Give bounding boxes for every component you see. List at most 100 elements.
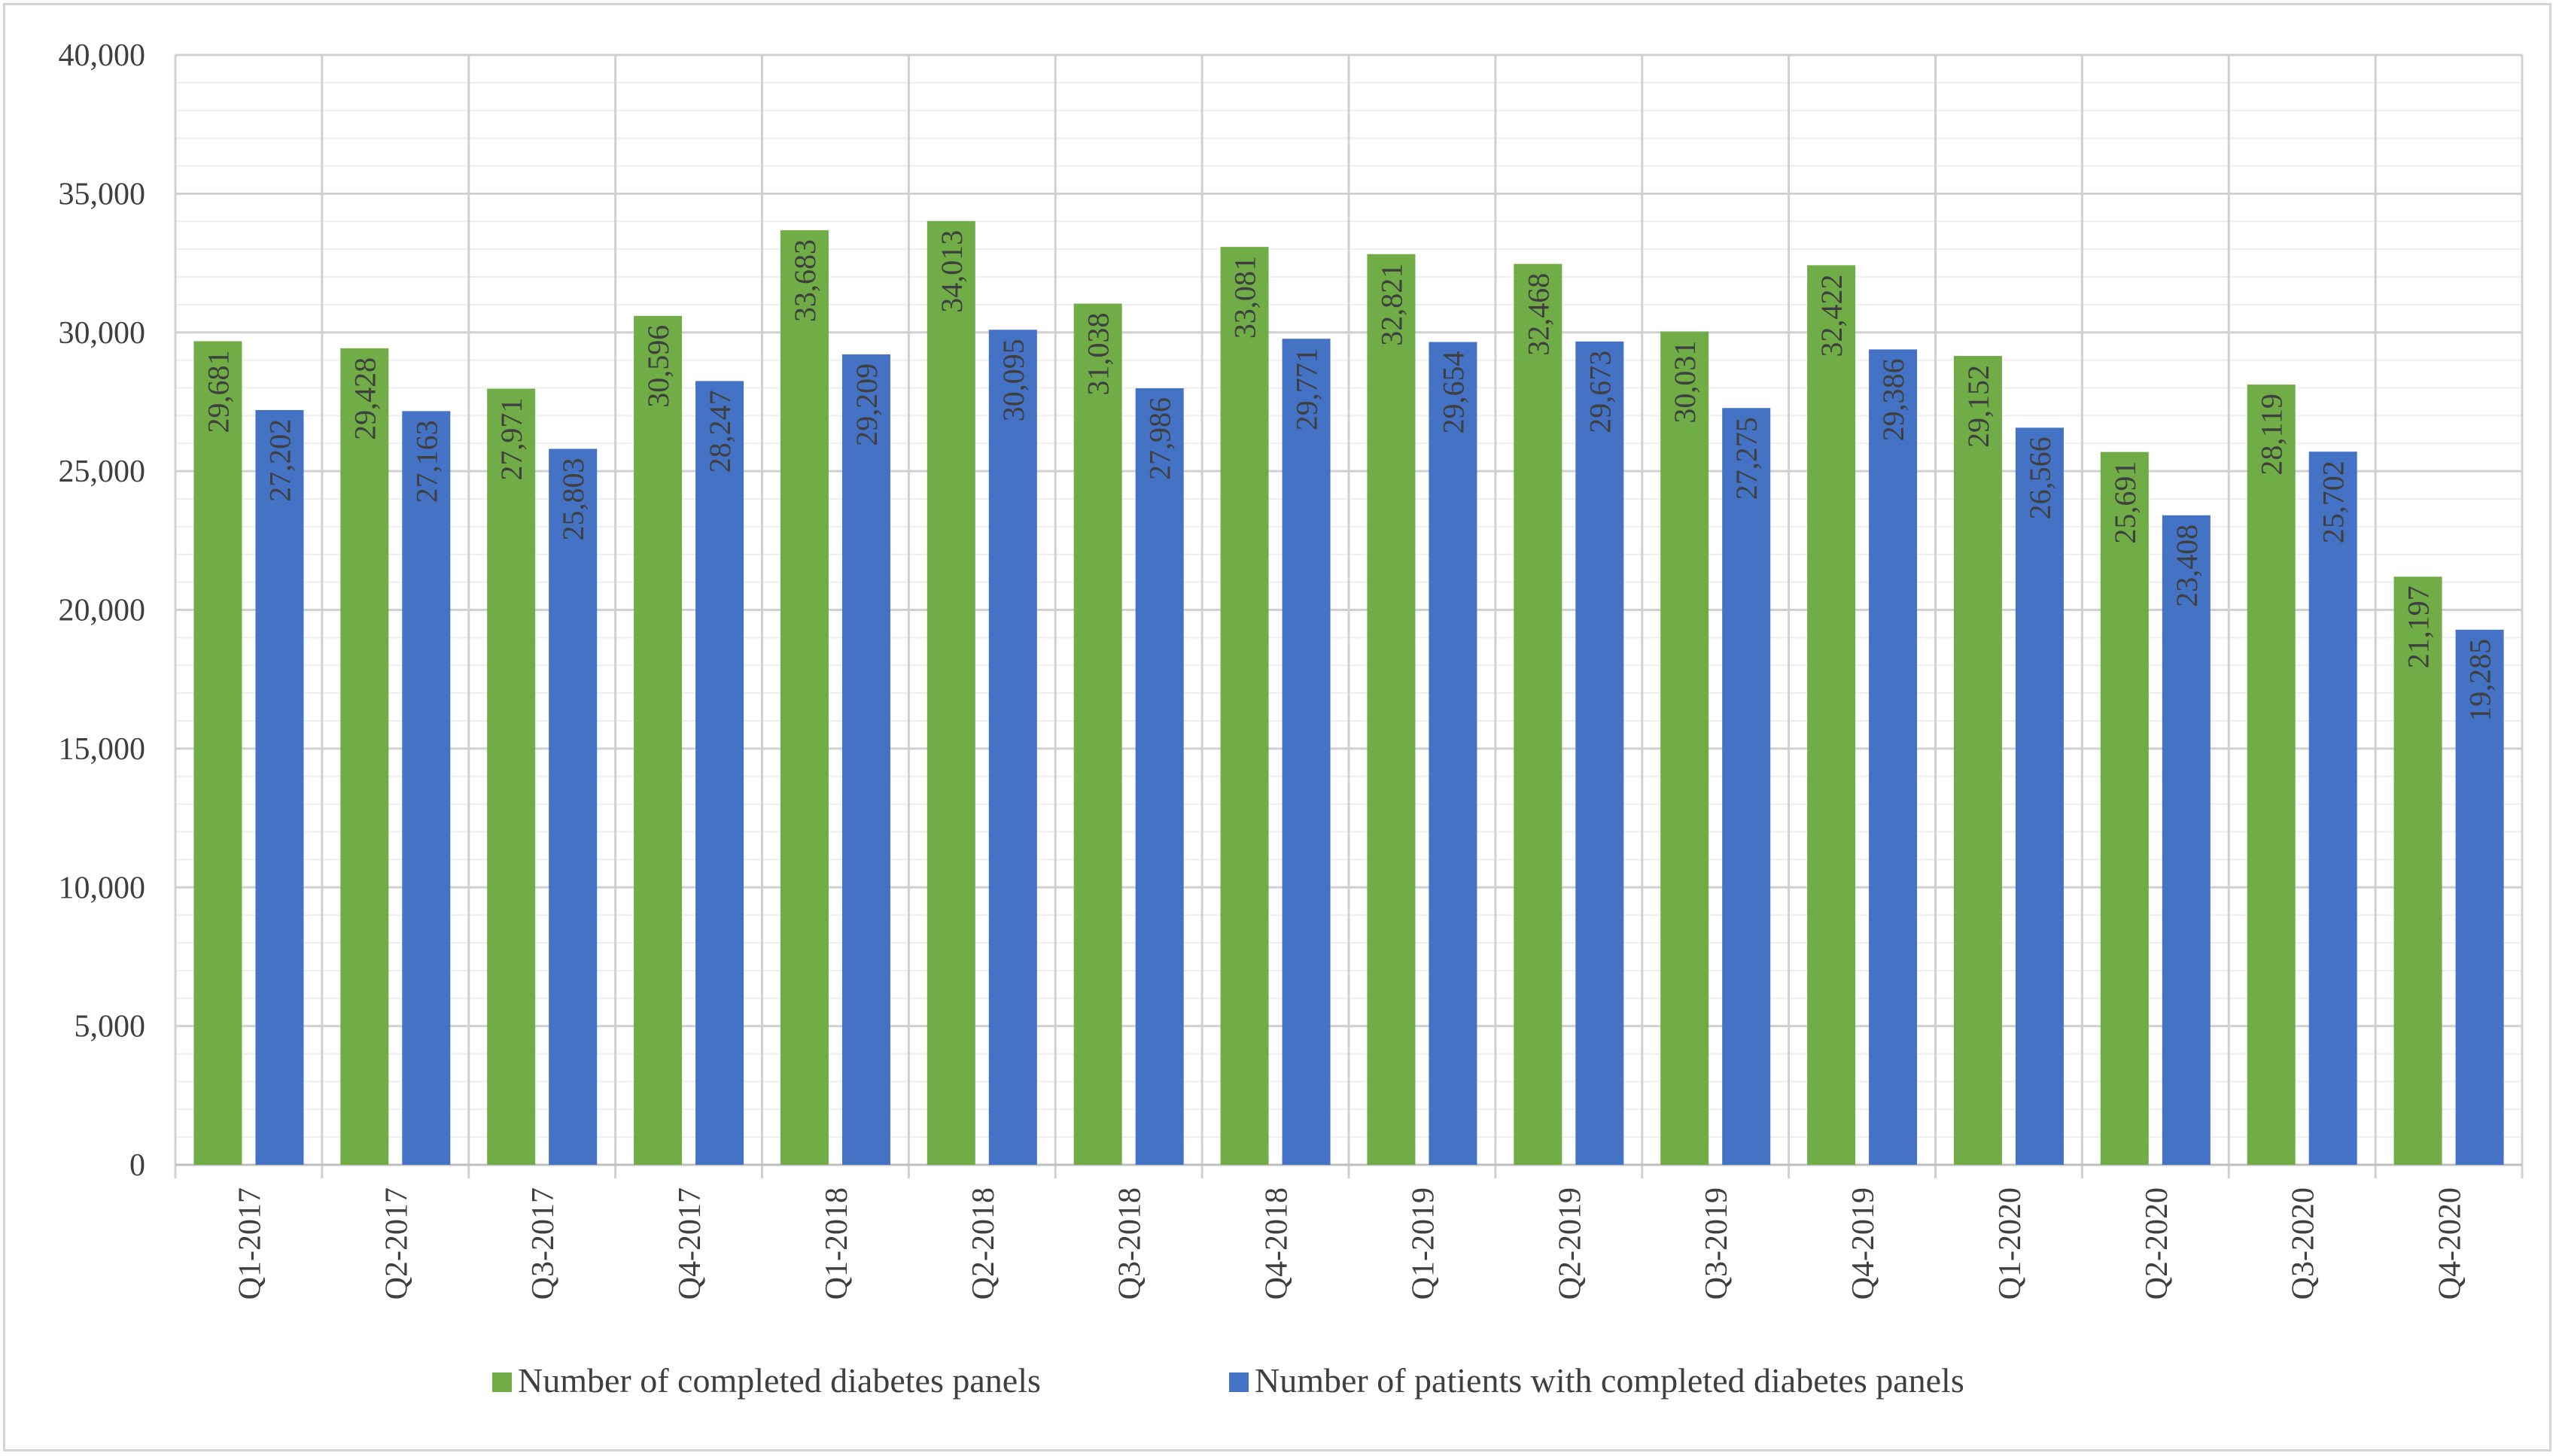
- data-label: 23,408: [2170, 524, 2204, 607]
- bar-patients-completed-panels: [2308, 451, 2357, 1165]
- data-label: 27,163: [409, 420, 443, 503]
- x-tick-label: Q3-2019: [1699, 1187, 1734, 1299]
- x-tick-label: Q4-2018: [1260, 1187, 1295, 1299]
- legend-swatch-completed-panels: [492, 1372, 512, 1392]
- bar-patients-completed-panels: [1869, 349, 1918, 1165]
- data-label: 28,247: [703, 390, 737, 473]
- x-tick-label: Q1-2019: [1406, 1187, 1441, 1299]
- bar-completed-panels: [2247, 385, 2296, 1166]
- data-label: 27,275: [1730, 417, 1763, 500]
- bars-layer: [193, 220, 2504, 1166]
- data-label: 28,119: [2255, 394, 2289, 476]
- data-label: 29,209: [850, 363, 884, 446]
- bar-completed-panels: [1660, 331, 1709, 1165]
- x-tick-label: Q3-2018: [1113, 1187, 1148, 1299]
- bar-completed-panels: [1807, 265, 1856, 1166]
- x-tick-label: Q1-2018: [820, 1187, 854, 1299]
- bar-patients-completed-panels: [255, 409, 304, 1165]
- bar-completed-panels: [1073, 303, 1122, 1165]
- data-label: 19,285: [2463, 639, 2497, 722]
- y-tick-label: 5,000: [75, 1010, 146, 1044]
- data-label: 29,428: [348, 357, 382, 440]
- y-tick-label: 20,000: [59, 594, 146, 628]
- bar-patients-completed-panels: [2015, 427, 2064, 1165]
- data-label: 32,821: [1374, 263, 1408, 346]
- x-tick-label: Q4-2017: [673, 1187, 707, 1299]
- data-label: 32,422: [1815, 274, 1849, 357]
- y-axis-tick-labels: 0 5,000 10,000 15,000 20,000 25,000 30,000 35,0…: [59, 38, 146, 1183]
- bar-completed-panels: [1953, 356, 2002, 1165]
- bar-completed-panels: [780, 229, 829, 1166]
- data-label: 25,803: [556, 458, 590, 541]
- legend-swatch-patients-completed-panels: [1229, 1372, 1249, 1392]
- bar-patients-completed-panels: [695, 381, 744, 1166]
- bar-patients-completed-panels: [1429, 342, 1477, 1165]
- legend-label: Number of patients with completed diabet…: [1255, 1361, 1964, 1400]
- bar-patients-completed-panels: [988, 330, 1037, 1166]
- y-tick-label: 0: [129, 1148, 145, 1183]
- bar-patients-completed-panels: [549, 448, 598, 1165]
- bar-completed-panels: [927, 220, 975, 1165]
- chart-frame: 0 5,000 10,000 15,000 20,000 25,000 30,000 35,0…: [3, 3, 2551, 1451]
- legend: Number of completed diabetes panels Numbe…: [492, 1361, 1964, 1400]
- y-tick-label: 10,000: [59, 871, 146, 905]
- data-labels-layer: 29,681 27,202 29,428 27,163 27,971 25,803 30,5…: [201, 230, 2497, 722]
- bar-completed-panels: [1220, 247, 1269, 1165]
- data-label: 33,081: [1228, 256, 1262, 339]
- bar-completed-panels: [2100, 451, 2149, 1165]
- x-tick-label: Q2-2020: [2140, 1187, 2174, 1299]
- x-tick-label: Q4-2020: [2433, 1187, 2468, 1299]
- data-label: 27,202: [263, 419, 297, 502]
- bar-completed-panels: [340, 348, 389, 1165]
- y-tick-label: 35,000: [59, 177, 146, 211]
- bar-patients-completed-panels: [1722, 408, 1771, 1165]
- y-tick-label: 30,000: [59, 316, 146, 351]
- bar-patients-completed-panels: [1282, 339, 1331, 1166]
- x-tick-label: Q4-2019: [1846, 1187, 1881, 1299]
- data-label: 29,681: [201, 351, 235, 433]
- x-tick-label: Q2-2019: [1553, 1187, 1587, 1299]
- data-label: 31,038: [1082, 312, 1115, 395]
- x-tick-label: Q3-2017: [526, 1187, 561, 1299]
- data-label: 30,596: [641, 325, 675, 408]
- bar-completed-panels: [634, 315, 683, 1166]
- bar-completed-panels: [2393, 576, 2442, 1165]
- data-label: 29,386: [1876, 358, 1910, 441]
- data-label: 27,986: [1143, 397, 1177, 480]
- x-axis-tick-labels: Q1-2017 Q2-2017 Q3-2017 Q4-2017 Q1-2018 Q2-20…: [233, 1187, 2467, 1299]
- data-label: 25,691: [2108, 461, 2142, 544]
- data-label: 29,673: [1583, 351, 1617, 433]
- bar-completed-panels: [1514, 263, 1563, 1166]
- data-label: 33,683: [788, 239, 822, 322]
- x-tick-label: Q3-2020: [2287, 1187, 2321, 1299]
- y-tick-label: 15,000: [59, 732, 146, 767]
- y-tick-label: 40,000: [59, 38, 146, 73]
- x-tick-label: Q1-2017: [233, 1187, 267, 1299]
- data-label: 21,197: [2402, 585, 2436, 668]
- x-tick-label: Q2-2017: [379, 1187, 414, 1299]
- bar-chart: 0 5,000 10,000 15,000 20,000 25,000 30,000 35,0…: [59, 38, 2524, 1400]
- bar-patients-completed-panels: [1575, 341, 1624, 1166]
- legend-label: Number of completed diabetes panels: [518, 1361, 1041, 1400]
- bar-completed-panels: [193, 341, 242, 1165]
- data-label: 29,152: [1961, 365, 1995, 448]
- data-label: 30,031: [1668, 341, 1702, 424]
- data-label: 29,771: [1290, 348, 1324, 430]
- data-label: 25,702: [2317, 461, 2351, 543]
- bar-completed-panels: [1367, 254, 1416, 1166]
- x-tick-label: Q2-2018: [966, 1187, 1001, 1299]
- bar-patients-completed-panels: [841, 354, 890, 1166]
- data-label: 27,971: [494, 398, 528, 481]
- bar-patients-completed-panels: [2162, 515, 2211, 1165]
- data-label: 34,013: [935, 230, 969, 313]
- data-label: 26,566: [2023, 436, 2057, 519]
- data-label: 30,095: [997, 339, 1030, 421]
- bar-patients-completed-panels: [2455, 629, 2504, 1165]
- bar-completed-panels: [487, 388, 536, 1165]
- bar-patients-completed-panels: [1135, 388, 1184, 1165]
- data-label: 32,468: [1521, 273, 1555, 356]
- x-tick-label: Q1-2020: [1993, 1187, 2028, 1299]
- data-label: 29,654: [1436, 351, 1470, 434]
- y-tick-label: 25,000: [59, 454, 146, 489]
- bar-patients-completed-panels: [402, 411, 451, 1165]
